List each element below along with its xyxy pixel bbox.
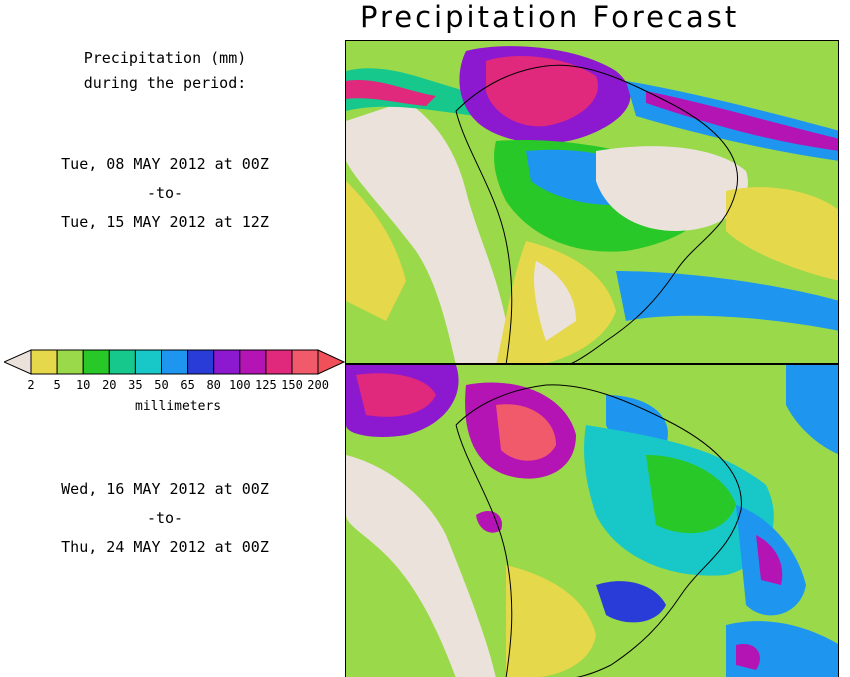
map-period-1-graphic — [346, 41, 838, 363]
colorbar-tick-label: 80 — [206, 378, 221, 392]
colorbar-tick-label: 35 — [128, 378, 143, 392]
colorbar-tick-label: 150 — [281, 378, 303, 392]
colorbar-swatch — [108, 349, 136, 375]
colorbar-tick-label: 5 — [53, 378, 61, 392]
forecast-map-period-1 — [345, 40, 839, 364]
colorbar-swatch — [187, 349, 215, 375]
colorbar-swatch — [213, 349, 241, 375]
period-2-start: Wed, 16 MAY 2012 at 00Z — [61, 480, 269, 498]
legend-header-line1: Precipitation (mm) — [83, 49, 247, 67]
colorbar-tick-label: 100 — [228, 378, 251, 392]
colorbar-swatch — [56, 349, 84, 375]
colorbar-tick-label: 200 — [307, 378, 329, 392]
colorbar-swatch — [82, 349, 110, 375]
period-1-to: -to- — [146, 184, 184, 202]
period-1-dates: Tue, 08 MAY 2012 at 00Z -to- Tue, 15 MAY… — [0, 152, 330, 235]
precipitation-colorbar — [4, 349, 346, 375]
colorbar-swatch — [239, 349, 267, 375]
colorbar-unit: millimeters — [135, 399, 222, 414]
colorbar-swatch — [134, 349, 162, 375]
colorbar-swatch — [30, 349, 58, 375]
legend-header-line2: during the period: — [83, 74, 247, 92]
period-2-to: -to- — [146, 509, 184, 527]
colorbar-tick-label: 10 — [75, 378, 91, 392]
period-2-dates: Wed, 16 MAY 2012 at 00Z -to- Thu, 24 MAY… — [0, 477, 330, 560]
colorbar-swatch — [291, 349, 319, 375]
colorbar-tick-label: 125 — [255, 378, 277, 392]
colorbar-tick-label: 65 — [180, 378, 195, 392]
colorbar-swatch — [161, 349, 189, 375]
colorbar-tick-label: 50 — [154, 378, 169, 392]
colorbar-swatch — [265, 349, 293, 375]
colorbar-below-arrow — [4, 349, 32, 375]
colorbar-above-arrow — [317, 349, 346, 375]
colorbar-tick-label: 20 — [102, 378, 117, 392]
map-period-2-graphic — [346, 365, 838, 677]
legend-header: Precipitation (mm) during the period: — [0, 46, 330, 96]
period-2-end: Thu, 24 MAY 2012 at 00Z — [61, 538, 269, 556]
period-1-end: Tue, 15 MAY 2012 at 12Z — [61, 213, 269, 231]
period-1-start: Tue, 08 MAY 2012 at 00Z — [61, 155, 269, 173]
forecast-map-period-2 — [345, 364, 839, 677]
chart-title: Precipitation Forecast — [360, 0, 740, 34]
colorbar-tick-label: 2 — [27, 378, 35, 392]
